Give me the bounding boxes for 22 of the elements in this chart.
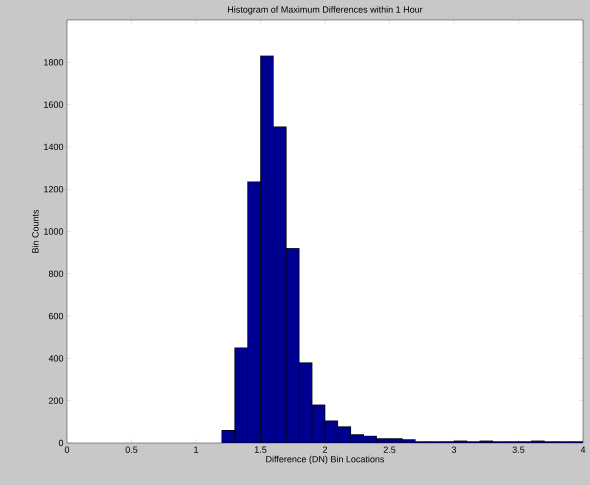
y-tick-label: 1200 bbox=[44, 186, 64, 192]
x-tick-label: 1 bbox=[194, 446, 198, 453]
y-tick-label: 1000 bbox=[44, 228, 64, 235]
x-axis-title: Difference (DN) Bin Locations bbox=[266, 456, 384, 464]
y-tick-label: 1400 bbox=[44, 144, 64, 150]
x-tick-label: 0 bbox=[64, 446, 70, 453]
y-tick-label: 400 bbox=[48, 355, 64, 362]
y-tick-label: 800 bbox=[48, 270, 64, 277]
x-tick-label: 4 bbox=[580, 446, 586, 453]
x-tick-label: 2.5 bbox=[384, 446, 396, 453]
y-tick-label: 1600 bbox=[44, 101, 64, 108]
x-tick-label: 2 bbox=[322, 446, 328, 453]
y-tick-label: 0 bbox=[58, 440, 64, 446]
chart-title: Histogram of Maximum Differences within 1 Hour bbox=[228, 6, 423, 14]
y-tick-label: 600 bbox=[48, 312, 64, 320]
x-tick-label: 0.5 bbox=[126, 446, 138, 453]
x-tick-label: 3.5 bbox=[512, 446, 524, 453]
y-tick-label: 1800 bbox=[44, 59, 64, 66]
x-tick-label: 1.5 bbox=[254, 446, 266, 453]
x-tick-label: 3 bbox=[452, 446, 456, 453]
y-tick-label: 200 bbox=[48, 397, 64, 404]
y-axis-title: Bin Counts bbox=[32, 210, 39, 253]
